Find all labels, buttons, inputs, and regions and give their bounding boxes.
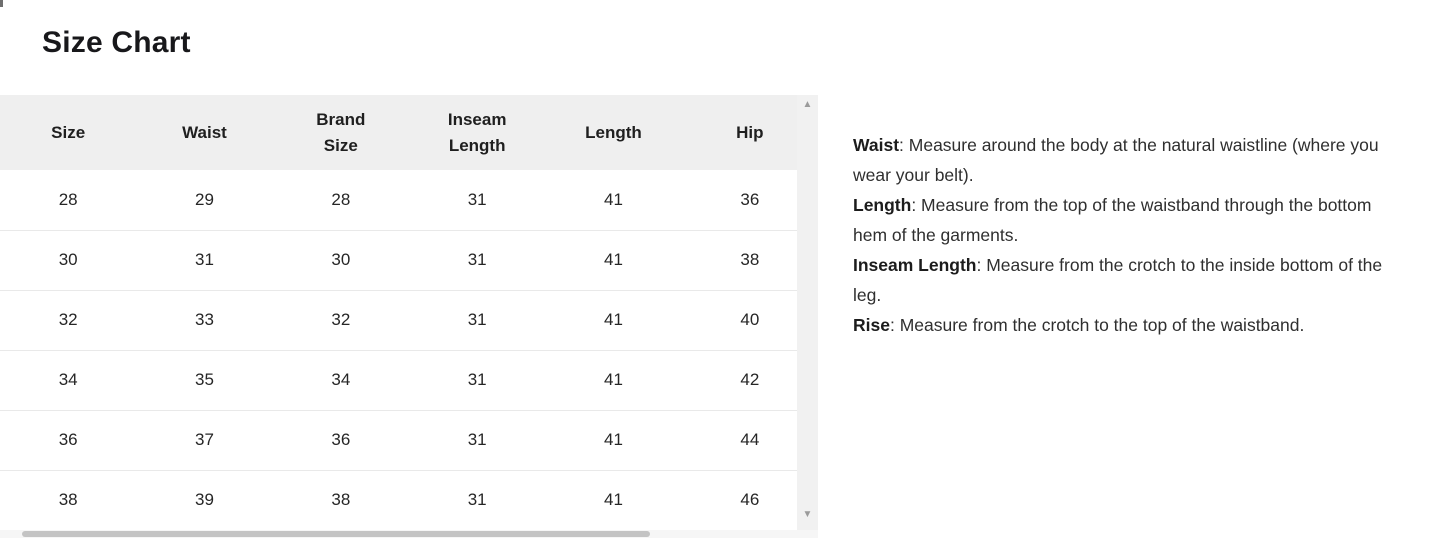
size-table: Size Waist Brand Size Inseam Length Length Hi… (0, 95, 818, 531)
table-cell: 31 (195, 250, 214, 269)
table-cell: 38 (740, 250, 760, 269)
column-header-label: Length (585, 122, 642, 142)
horizontal-scrollbar-thumb[interactable] (22, 531, 650, 537)
table-cell: 41 (604, 189, 623, 209)
instruction-entry: Inseam Length: Measure from the crotch t… (853, 255, 1383, 305)
table-cell: 46 (740, 490, 760, 509)
table-header-row: Size Waist Brand Size Inseam Length Length Hi… (0, 95, 818, 170)
table-cell: 36 (740, 189, 760, 209)
table-cell: 28 (58, 189, 78, 209)
instruction-entry: Length: Measure from the top of the wais… (853, 195, 1372, 245)
table-cell: 33 (195, 310, 214, 329)
size-chart-content: Size Waist Brand Size Inseam Length Length Hi… (0, 95, 1445, 538)
instruction-label: Rise (853, 315, 890, 335)
column-header: Length (545, 95, 681, 170)
table-cell: 39 (195, 490, 214, 509)
table-cell: 41 (604, 430, 623, 449)
column-header-label: Waist (182, 122, 227, 142)
table-row: 34 35 34 31 41 42 (0, 350, 818, 410)
column-header: Waist (136, 95, 272, 170)
column-header-label: Brand Size (316, 109, 366, 155)
table-cell: 28 (331, 189, 351, 209)
table-cell: 31 (467, 250, 487, 269)
table-cell: 32 (331, 310, 351, 329)
vertical-scrollbar[interactable]: ▲ ▼ (797, 95, 818, 530)
column-header-label: Size (51, 122, 86, 142)
table-cell: 34 (331, 370, 351, 389)
table-cell: 31 (467, 310, 487, 329)
table-cell: 31 (467, 370, 487, 389)
table-cell: 38 (58, 490, 78, 509)
instruction-label: Inseam Length (853, 255, 977, 275)
column-header-label: Hip (736, 122, 764, 142)
table-cell: 31 (467, 189, 487, 209)
table-cell: 41 (604, 250, 623, 269)
table-row: 36 37 36 31 41 44 (0, 410, 818, 470)
table-cell: 31 (467, 490, 487, 509)
table-cell: 42 (740, 370, 760, 389)
table-cell: 35 (195, 370, 214, 389)
instruction-entry: Waist: Measure around the body at the na… (853, 135, 1379, 185)
table-cell: 32 (58, 310, 78, 329)
table-cell: 36 (58, 430, 78, 449)
column-header: Brand Size (273, 95, 409, 170)
scroll-down-icon[interactable]: ▼ (802, 509, 813, 520)
column-header: Inseam Length (409, 95, 545, 170)
measurement-instructions: Waist: Measure around the body at the na… (822, 95, 1445, 538)
table-cell: 40 (740, 310, 760, 329)
instruction-label: Waist (853, 135, 900, 155)
table-cell: 38 (331, 490, 351, 509)
instruction-entry: Rise: Measure from the crotch to the top… (853, 315, 1305, 335)
table-cell: 41 (604, 370, 623, 389)
instruction-label: Length (853, 195, 912, 215)
corner-artifact (0, 0, 3, 7)
table-cell: 37 (195, 430, 214, 449)
table-cell: 29 (195, 189, 214, 209)
title-section: Size Chart (0, 0, 1445, 95)
table-cell: 36 (331, 430, 351, 449)
table-cell: 44 (740, 430, 760, 449)
page-title: Size Chart (42, 26, 191, 59)
table-cell: 30 (331, 250, 351, 269)
table-cell: 41 (604, 310, 623, 329)
size-table-panel: Size Waist Brand Size Inseam Length Length Hi… (0, 95, 822, 538)
table-cell: 34 (58, 370, 78, 389)
size-table-head: Size Waist Brand Size Inseam Length Length Hi… (0, 95, 818, 170)
table-cell: 41 (604, 490, 623, 509)
table-cell: 31 (467, 430, 487, 449)
table-row: 30 31 30 31 41 38 (0, 230, 818, 290)
size-table-body: 28 29 28 31 41 36 30 31 30 31 41 38 32 33 32 31 41 40 34 35… (0, 170, 818, 530)
table-cell: 30 (58, 250, 78, 269)
table-row: 32 33 32 31 41 40 (0, 290, 818, 350)
column-header: Size (0, 95, 136, 170)
table-row: 28 29 28 31 41 36 (0, 170, 818, 230)
horizontal-scrollbar[interactable] (0, 530, 818, 538)
column-header-label: Inseam Length (447, 109, 507, 155)
table-row: 38 39 38 31 41 46 (0, 470, 818, 530)
column-header: Hip (682, 95, 818, 170)
scroll-up-icon[interactable]: ▲ (802, 99, 813, 110)
